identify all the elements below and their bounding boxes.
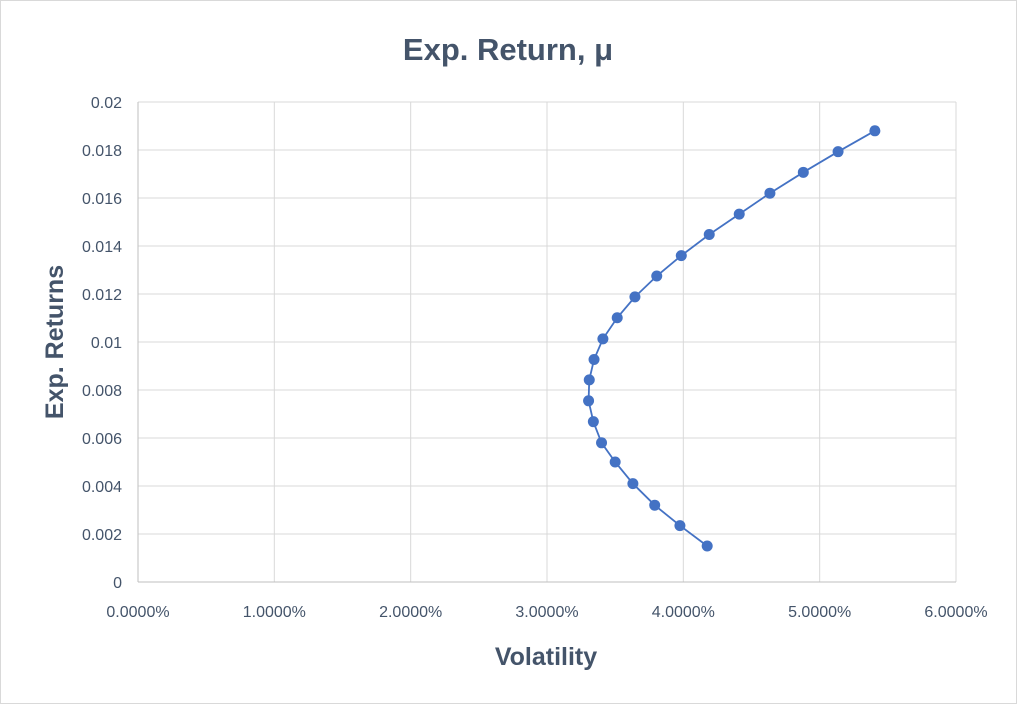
y-tick-label: 0.012 xyxy=(82,287,122,304)
y-axis-title: Exp. Returns xyxy=(41,265,69,419)
x-tick-label: 5.0000% xyxy=(788,604,851,621)
data-point xyxy=(627,478,639,490)
x-tick-label: 1.0000% xyxy=(243,604,306,621)
y-tick-label: 0.02 xyxy=(91,95,122,112)
data-point xyxy=(597,333,609,345)
data-point xyxy=(587,416,599,428)
x-tick-label: 4.0000% xyxy=(652,604,715,621)
y-tick-label: 0 xyxy=(113,575,122,592)
data-point xyxy=(629,291,641,303)
gridlines xyxy=(138,101,957,582)
data-point xyxy=(649,499,661,511)
chart-title: Exp. Return, μ xyxy=(403,32,613,67)
x-tick-label: 6.0000% xyxy=(924,604,987,621)
y-tick-label: 0.002 xyxy=(82,527,122,544)
data-point xyxy=(797,166,809,178)
y-tick-label: 0.006 xyxy=(82,431,122,448)
data-point xyxy=(764,187,776,199)
data-point xyxy=(675,250,687,262)
x-tick-label: 2.0000% xyxy=(379,604,442,621)
x-tick-label: 3.0000% xyxy=(515,604,578,621)
data-point xyxy=(611,312,623,324)
axes: 0 0.002 0.004 0.006 0.008 0.01 0.012 0.014 0.016… xyxy=(82,95,988,621)
data-point xyxy=(651,270,663,282)
y-tick-label: 0.018 xyxy=(82,143,122,160)
data-point xyxy=(701,540,713,552)
y-tick-label: 0.008 xyxy=(82,383,122,400)
x-tick-label: 0.0000% xyxy=(106,604,169,621)
y-tick-label: 0.014 xyxy=(82,239,122,256)
data-point xyxy=(609,456,621,468)
y-tick-label: 0.016 xyxy=(82,191,122,208)
data-point xyxy=(869,125,881,137)
x-axis-title: Volatility xyxy=(495,643,597,671)
data-point xyxy=(596,437,608,449)
y-tick-label: 0.01 xyxy=(91,335,122,352)
data-point xyxy=(733,208,745,220)
data-point xyxy=(674,520,686,532)
data-point xyxy=(832,146,844,158)
data-point xyxy=(583,374,595,386)
data-point xyxy=(588,354,600,366)
data-point xyxy=(583,395,595,407)
data-point xyxy=(703,228,715,240)
series xyxy=(583,125,881,552)
y-tick-label: 0.004 xyxy=(82,479,122,496)
